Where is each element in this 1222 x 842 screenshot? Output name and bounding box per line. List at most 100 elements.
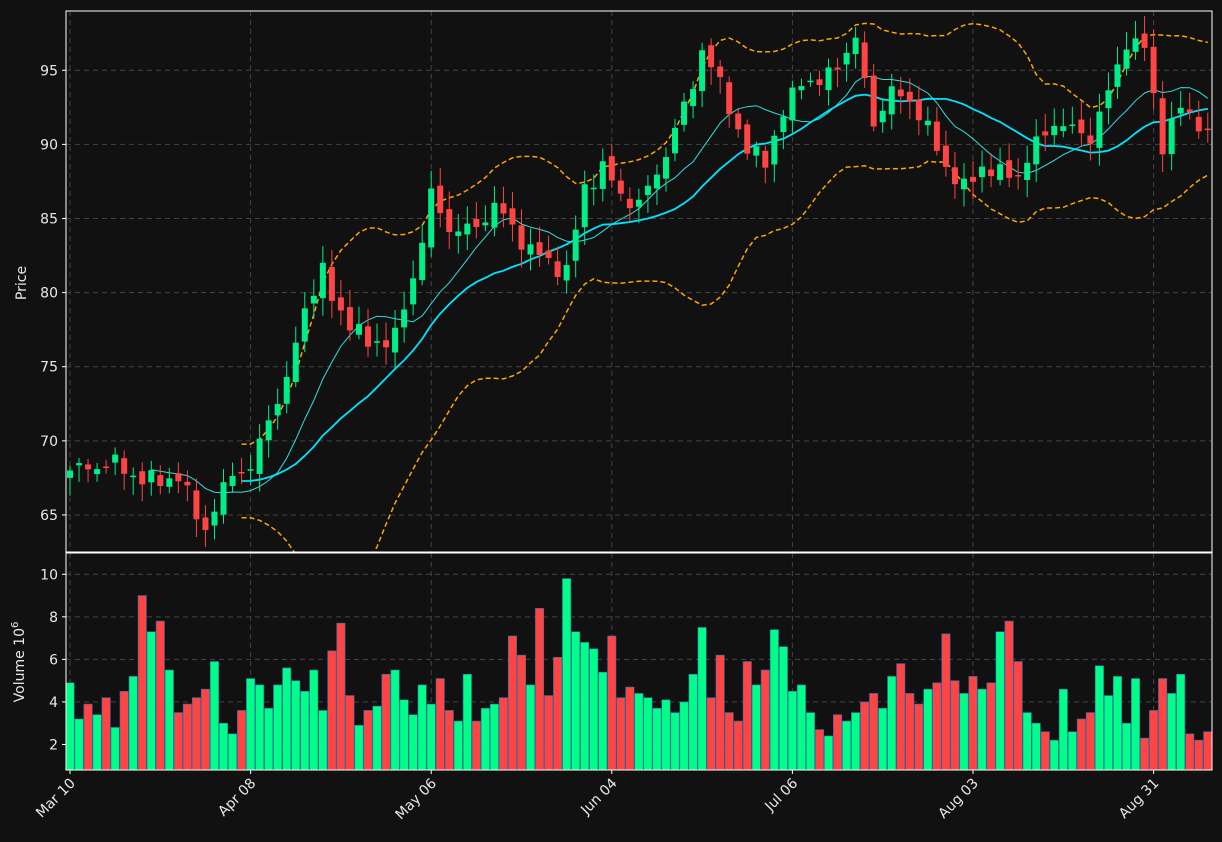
volume-bar xyxy=(66,682,75,770)
volume-bar xyxy=(1013,661,1023,770)
candle-body xyxy=(933,121,940,151)
candle-body xyxy=(861,42,868,79)
fast-ma-line xyxy=(151,75,1209,494)
volume-bar xyxy=(932,682,942,770)
volume-bar xyxy=(670,712,680,770)
candle-body xyxy=(157,475,164,486)
candle-body xyxy=(310,295,317,304)
candle-body xyxy=(1150,46,1157,94)
candle-body xyxy=(979,166,986,178)
candle-body xyxy=(970,176,976,182)
volume-bar xyxy=(1094,665,1104,770)
volume-bar xyxy=(1040,731,1050,770)
candle-body xyxy=(608,156,615,181)
volume-bar xyxy=(209,661,219,770)
volume-bar xyxy=(444,710,454,770)
volume-bar xyxy=(83,703,93,770)
candle-body xyxy=(175,473,182,482)
candle-body xyxy=(1159,98,1166,155)
candle-body xyxy=(482,222,489,226)
volume-tick-label: 8 xyxy=(49,610,58,626)
volume-bar xyxy=(526,684,536,770)
volume-bar xyxy=(553,656,563,770)
volume-bar xyxy=(291,680,301,770)
volume-tick-label: 2 xyxy=(49,737,58,753)
candle-body xyxy=(500,203,507,214)
volume-bar xyxy=(164,669,174,770)
volume-bar xyxy=(255,684,265,770)
candle-body xyxy=(825,67,832,91)
candle-body xyxy=(1096,111,1103,148)
candle-body xyxy=(410,278,417,305)
volume-bar xyxy=(715,654,725,770)
volume-bar xyxy=(851,712,861,770)
candle-body xyxy=(870,75,877,127)
candle-body xyxy=(960,178,967,190)
volume-bar xyxy=(1122,722,1132,770)
volume-bar xyxy=(354,725,364,770)
candle-body xyxy=(527,244,534,255)
volume-bar xyxy=(318,710,328,770)
candle-body xyxy=(265,420,272,441)
volume-bar xyxy=(905,693,915,770)
volume-bar xyxy=(74,718,84,770)
candle-body xyxy=(1132,38,1139,52)
candle-body xyxy=(690,89,697,107)
volume-bar xyxy=(661,699,671,770)
volume-bar xyxy=(137,595,147,770)
candle-body xyxy=(301,308,308,342)
candle-body xyxy=(346,307,353,331)
volume-bar xyxy=(381,673,391,770)
candle-body xyxy=(292,342,299,383)
volume-bar xyxy=(878,708,888,770)
volume-axis-exponent-base: 10 xyxy=(12,628,28,646)
volume-bar xyxy=(173,712,183,770)
volume-bar xyxy=(1167,693,1177,770)
volume-bar xyxy=(110,727,120,770)
candle-body xyxy=(401,309,408,328)
volume-bar xyxy=(336,622,346,770)
candle-body xyxy=(509,208,516,225)
volume-bar xyxy=(155,620,165,770)
volume-bar xyxy=(535,608,545,770)
volume-bar xyxy=(507,635,517,770)
candle-body xyxy=(238,471,245,474)
candle-body xyxy=(103,466,110,468)
volume-bar xyxy=(1176,673,1186,770)
volume-bar xyxy=(1022,712,1032,770)
candle-body xyxy=(644,185,651,196)
volume-bar xyxy=(498,697,508,770)
candle-body xyxy=(94,469,101,475)
candle-body xyxy=(843,52,850,65)
volume-bar xyxy=(146,631,156,770)
volume-bar xyxy=(616,697,626,770)
volume-bar xyxy=(706,697,716,770)
candle-body xyxy=(1087,135,1094,144)
volume-bar xyxy=(390,669,400,770)
volume-bar xyxy=(688,673,698,770)
candle-body xyxy=(816,79,823,85)
volume-bar xyxy=(1149,710,1159,770)
volume-bar xyxy=(489,703,499,770)
candle-body xyxy=(924,120,931,126)
candle-body xyxy=(337,297,344,311)
candle-body xyxy=(1060,126,1067,132)
volume-bar xyxy=(896,663,906,770)
price-tick-label: 95 xyxy=(40,63,58,79)
volume-bar xyxy=(778,646,788,770)
candle-body xyxy=(780,116,787,133)
candle-body xyxy=(626,198,633,209)
volume-bar xyxy=(1085,712,1095,770)
candle-body xyxy=(726,82,733,115)
volume-bar xyxy=(959,693,969,770)
volume-bar xyxy=(968,676,978,770)
candle-body xyxy=(283,376,290,404)
volume-bar xyxy=(426,703,436,770)
volume-bar xyxy=(264,708,274,770)
volume-bar xyxy=(769,629,779,770)
volume-tick-label: 6 xyxy=(49,652,58,668)
candle-body xyxy=(1168,118,1175,155)
volume-bar xyxy=(833,714,843,770)
candle-body xyxy=(672,127,679,154)
volume-bar xyxy=(1112,676,1122,770)
